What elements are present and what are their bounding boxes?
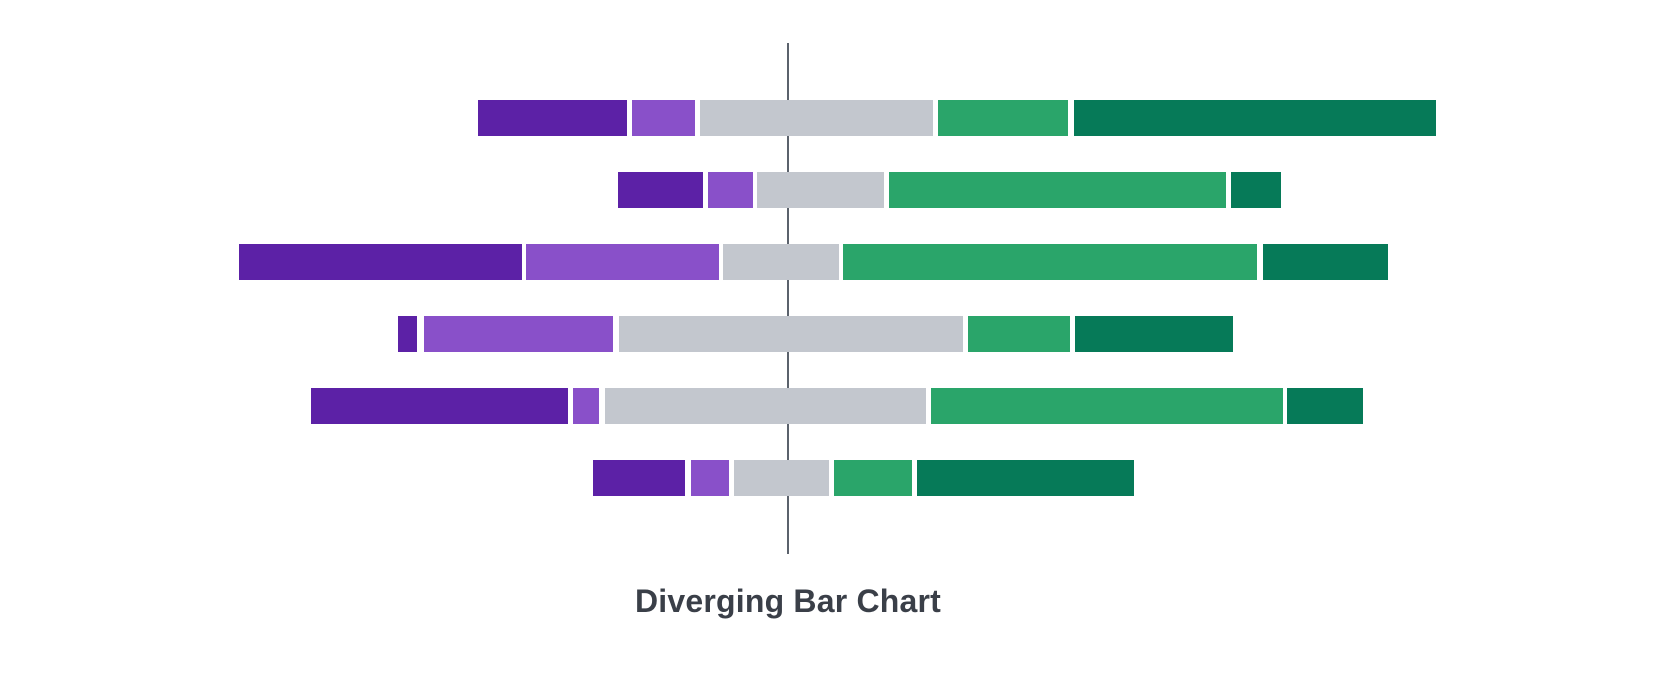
- bar-row-row-3: [0, 244, 1672, 280]
- chart-title: Diverging Bar Chart: [634, 583, 942, 619]
- bar-segment-dark-purple: [618, 172, 703, 208]
- bar-row-row-1: [0, 100, 1672, 136]
- bar-segment-dark-green: [1231, 172, 1281, 208]
- bar-segment-light-purple: [708, 172, 753, 208]
- bar-row-row-5: [0, 388, 1672, 424]
- bar-segment-neutral-gray: [700, 100, 933, 136]
- bar-segment-light-purple: [573, 388, 599, 424]
- bar-segment-neutral-gray: [619, 316, 963, 352]
- bar-segment-dark-purple: [593, 460, 685, 496]
- bar-segment-dark-purple: [478, 100, 627, 136]
- bar-segment-dark-purple: [398, 316, 417, 352]
- bar-segment-neutral-gray: [605, 388, 926, 424]
- bar-segment-light-purple: [632, 100, 695, 136]
- bar-row-row-6: [0, 460, 1672, 496]
- bar-segment-light-purple: [526, 244, 719, 280]
- bar-segment-dark-green: [1263, 244, 1388, 280]
- zero-axis-line: [787, 43, 789, 554]
- bar-segment-green: [938, 100, 1068, 136]
- bar-segment-dark-purple: [311, 388, 568, 424]
- bar-segment-green: [968, 316, 1070, 352]
- bar-segment-dark-green: [1075, 316, 1233, 352]
- bar-segment-green: [889, 172, 1226, 208]
- bar-segment-neutral-gray: [734, 460, 829, 496]
- bar-row-row-4: [0, 316, 1672, 352]
- bar-segment-green: [843, 244, 1257, 280]
- bar-segment-green: [834, 460, 912, 496]
- bar-segment-dark-green: [1287, 388, 1363, 424]
- bar-segment-green: [931, 388, 1283, 424]
- bar-segment-dark-green: [1074, 100, 1436, 136]
- bar-segment-dark-green: [917, 460, 1134, 496]
- bar-segment-neutral-gray: [723, 244, 839, 280]
- bar-row-row-2: [0, 172, 1672, 208]
- bar-segment-neutral-gray: [757, 172, 884, 208]
- bar-segment-light-purple: [691, 460, 729, 496]
- bar-segment-dark-purple: [239, 244, 522, 280]
- bar-segment-light-purple: [424, 316, 613, 352]
